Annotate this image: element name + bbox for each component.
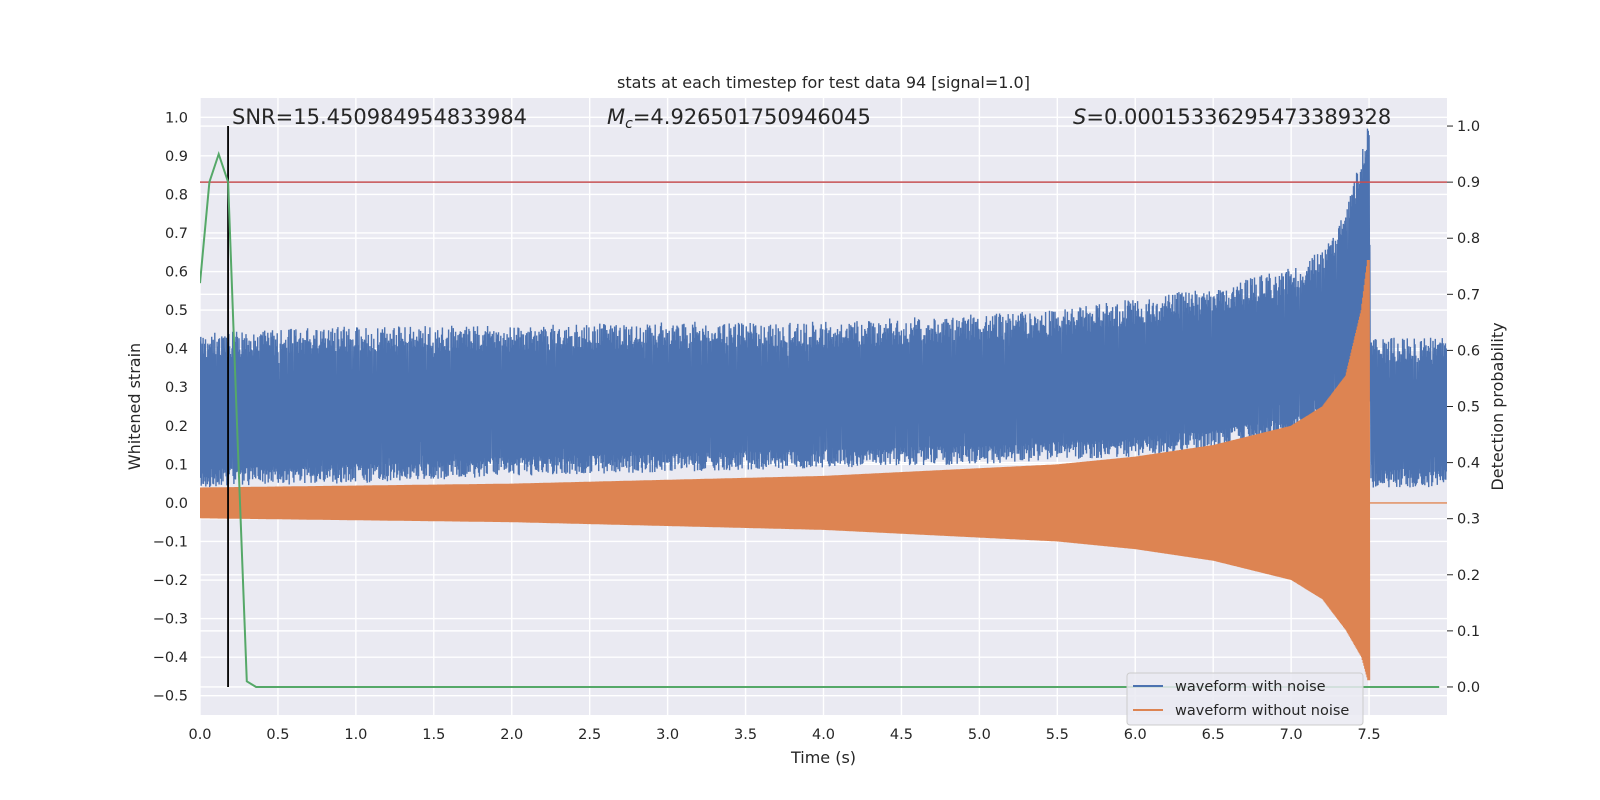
mc-symbol: M (607, 105, 625, 129)
y-tick-label-left: 0.3 (165, 380, 188, 396)
x-tick-label: 4.5 (890, 727, 913, 743)
y-tick-label-right: 0.4 (1457, 456, 1480, 472)
legend: waveform with noise waveform without noi… (1126, 672, 1364, 726)
x-tick-label: 2.0 (500, 727, 523, 743)
y-tick-label-right: 0.6 (1457, 343, 1480, 359)
snr-annotation: SNR=15.450984954833984 (232, 105, 527, 129)
chirp-mass-annotation: Mc=4.926501750946045 (607, 105, 871, 132)
legend-label-with-noise: waveform with noise (1175, 679, 1326, 695)
y-tick-label-left: 0.5 (165, 303, 188, 319)
legend-label-without-noise: waveform without noise (1175, 703, 1349, 719)
x-tick-label: 7.0 (1280, 727, 1303, 743)
y-tick-label-left: 0.9 (165, 149, 188, 165)
s-symbol: S (1073, 105, 1086, 129)
y-tick-label-left: 0.1 (165, 457, 188, 473)
x-tick-label: 6.0 (1124, 727, 1147, 743)
ticks-layer: 0.0 0.5 1.0 1.5 2.0 2.5 3.0 3.5 4.0 4.5 5.0 5.5 6.0 6… (153, 110, 1480, 743)
y-tick-label-left: 0.2 (165, 419, 188, 435)
y-tick-label-right: 1.0 (1457, 119, 1480, 135)
x-tick-label: 1.0 (344, 727, 367, 743)
y-tick-label-right: 0.7 (1457, 287, 1480, 303)
y-tick-label-right: 0.1 (1457, 624, 1480, 640)
series-waveform-with-noise (200, 128, 1447, 488)
x-tick-label: 0.0 (188, 727, 211, 743)
y-axis-label-left: Whitened strain (125, 343, 144, 470)
y-tick-label-right: 0.0 (1457, 680, 1480, 696)
y-axis-label-right: Detection probability (1488, 322, 1507, 490)
y-tick-label-right: 0.9 (1457, 175, 1480, 191)
x-tick-label: 1.5 (422, 727, 445, 743)
x-axis-label: Time (s) (790, 748, 856, 767)
y-tick-label-left: −0.3 (153, 612, 188, 628)
y-tick-label-left: −0.5 (153, 689, 188, 705)
y-tick-label-left: 0.8 (165, 187, 188, 203)
x-tick-label: 2.5 (578, 727, 601, 743)
x-tick-label: 3.5 (734, 727, 757, 743)
y-tick-label-left: −0.4 (153, 650, 188, 666)
x-tick-label: 5.5 (1046, 727, 1069, 743)
y-tick-label-left: −0.2 (153, 573, 188, 589)
y-tick-label-right: 0.3 (1457, 512, 1480, 528)
x-tick-label: 4.0 (812, 727, 835, 743)
y-tick-label-right: 0.2 (1457, 568, 1480, 584)
x-tick-label: 0.5 (266, 727, 289, 743)
s-value: =0.00015336295473389328 (1086, 105, 1391, 129)
statistic-annotation: S=0.00015336295473389328 (1073, 105, 1391, 129)
y-tick-label-left: 0.0 (165, 496, 188, 512)
chart-title: stats at each timestep for test data 94 … (617, 73, 1030, 92)
y-tick-label-right: 0.5 (1457, 400, 1480, 416)
annotation-layer: SNR=15.450984954833984 Mc=4.926501750946… (232, 105, 1391, 132)
x-tick-label: 3.0 (656, 727, 679, 743)
y-tick-label-left: 1.0 (165, 110, 188, 126)
x-tick-label: 5.0 (968, 727, 991, 743)
x-tick-label: 7.5 (1358, 727, 1381, 743)
y-tick-label-left: 0.4 (165, 342, 188, 358)
y-tick-label-left: −0.1 (153, 534, 188, 550)
x-tick-label: 6.5 (1202, 727, 1225, 743)
legend-box (1126, 672, 1364, 726)
mc-subscript: c (625, 116, 633, 132)
y-tick-label-left: 0.6 (165, 265, 188, 281)
y-tick-label-right: 0.8 (1457, 231, 1480, 247)
mc-value: =4.926501750946045 (633, 105, 871, 129)
series-waveform-without-noise (200, 259, 1447, 681)
y-tick-label-left: 0.7 (165, 226, 188, 242)
